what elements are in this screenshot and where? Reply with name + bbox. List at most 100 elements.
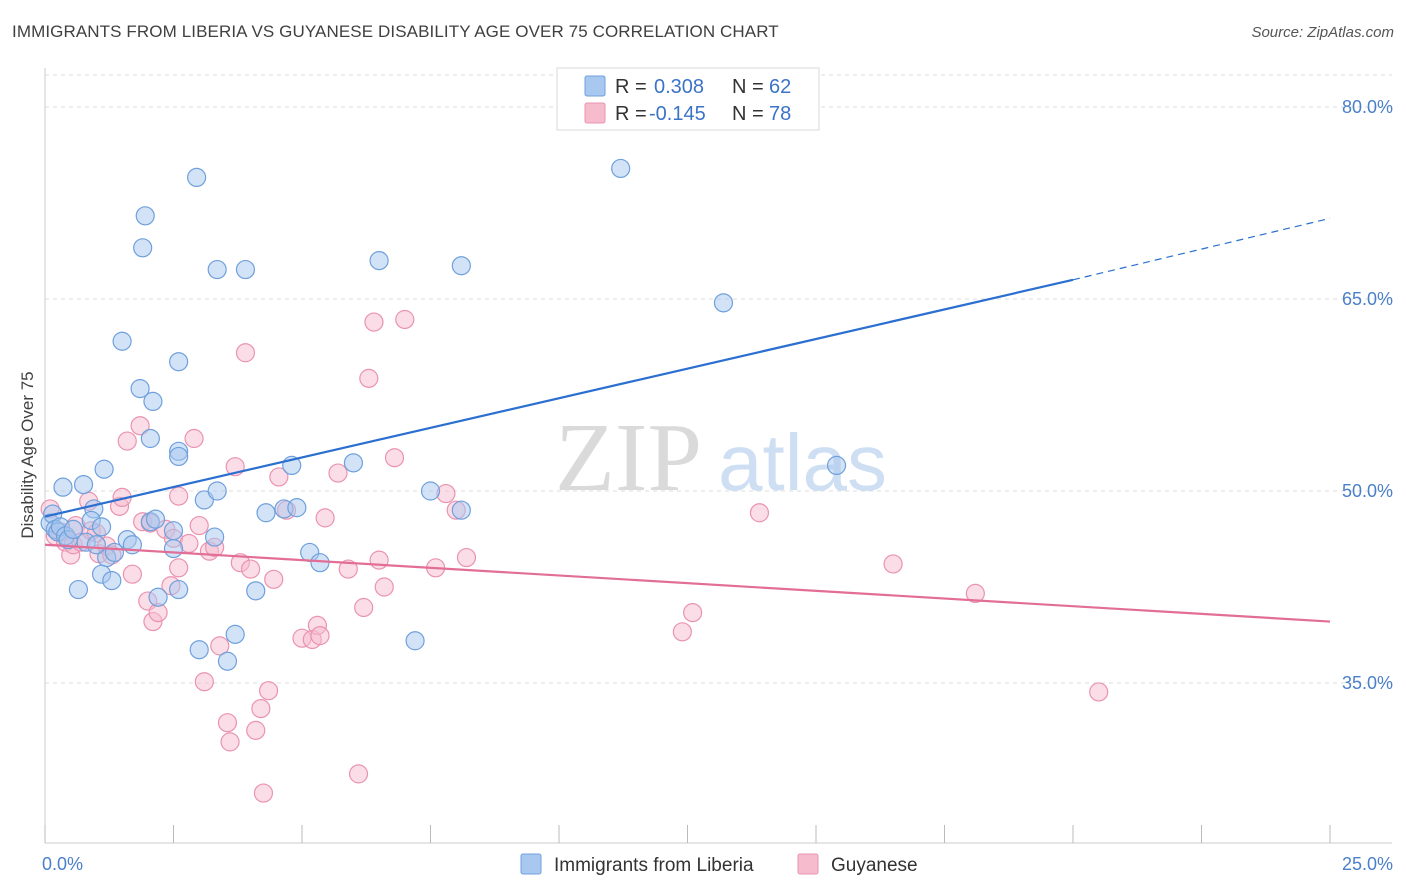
liberia-point: [310, 553, 330, 573]
guyanese-point: [194, 672, 214, 692]
liberia-point: [163, 538, 184, 559]
liberia-point: [205, 527, 225, 547]
guyanese-point: [395, 309, 415, 330]
guyanese-point: [683, 602, 703, 623]
guyanese-point: [315, 508, 335, 528]
guyanese-point: [672, 622, 692, 642]
y-tick-label: 65.0%: [1342, 289, 1393, 309]
x-tick-label: 25.0%: [1342, 854, 1393, 874]
bottom-legend: Immigrants from Liberia Guyanese: [520, 853, 918, 876]
liberia-point: [169, 352, 189, 372]
guyanese-point: [374, 577, 394, 597]
liberia-point: [68, 579, 89, 600]
liberia-point: [169, 579, 189, 600]
guyanese-point: [210, 636, 230, 656]
y-axis-title: Disability Age Over 75: [18, 371, 37, 538]
liberia-point: [256, 503, 276, 523]
guyanese-point: [251, 698, 271, 719]
y-tick-label: 35.0%: [1342, 673, 1393, 693]
y-tick-label: 50.0%: [1342, 481, 1393, 501]
legend-n-label-guyanese: N =: [732, 103, 764, 125]
guyanese-point: [354, 597, 374, 618]
guyanese-point: [965, 583, 985, 604]
watermark-atlas: atlas: [718, 418, 887, 507]
guyanese-point: [217, 713, 238, 733]
liberia-point: [187, 167, 207, 187]
liberia-point: [207, 481, 227, 501]
liberia-point: [405, 631, 425, 651]
liberia-point: [246, 581, 266, 601]
liberia-point: [420, 481, 441, 501]
liberia-point: [169, 446, 189, 467]
liberia-point: [112, 331, 132, 351]
liberia-point: [451, 500, 471, 520]
bottom-legend-label-guyanese: Guyanese: [831, 855, 918, 876]
liberia-point: [611, 158, 631, 179]
liberia-trend-extension: [1072, 217, 1331, 281]
guyanese-point: [220, 732, 240, 752]
guyanese-point: [264, 569, 284, 589]
liberia-point: [235, 259, 256, 280]
liberia-point: [148, 587, 168, 607]
guyanese-point: [338, 559, 358, 579]
guyanese-point: [328, 463, 348, 483]
guyanese-point: [241, 559, 261, 579]
liberia-point: [91, 517, 112, 537]
liberia-point: [102, 570, 122, 591]
liberia-point: [369, 251, 389, 271]
liberia-point: [94, 459, 114, 479]
legend-swatch-liberia: [584, 75, 606, 97]
legend-box: R = 0.308 N = 62 R = -0.145 N = 78: [556, 67, 820, 131]
y-tick-labels: 35.0% 50.0% 65.0% 80.0%: [1342, 97, 1393, 693]
legend-n-value-guyanese: 78: [769, 103, 791, 125]
legend-n-value-liberia: 62: [769, 76, 791, 98]
liberia-point: [140, 428, 160, 449]
guyanese-point: [369, 550, 389, 570]
y-tick-label: 80.0%: [1342, 97, 1393, 117]
liberia-point: [287, 498, 307, 518]
liberia-point: [63, 519, 83, 540]
guyanese-point: [269, 467, 289, 487]
liberia-points: [40, 158, 847, 671]
liberia-point: [343, 453, 363, 473]
guyanese-point: [130, 416, 150, 436]
guyanese-point: [184, 428, 204, 449]
legend-n-label-liberia: N =: [732, 76, 764, 98]
liberia-point: [53, 477, 73, 497]
liberia-point: [713, 293, 734, 313]
liberia-point: [225, 624, 245, 644]
guyanese-point: [883, 554, 903, 574]
guyanese-point: [310, 626, 330, 646]
legend-r-label-liberia: R =: [615, 76, 647, 98]
liberia-point: [86, 535, 107, 555]
guyanese-point: [456, 547, 477, 568]
liberia-point: [145, 509, 166, 529]
liberia-point: [189, 640, 209, 660]
watermark: ZIP atlas: [555, 404, 887, 512]
bottom-legend-label-liberia: Immigrants from Liberia: [554, 855, 754, 876]
liberia-point: [207, 259, 227, 280]
guyanese-point: [359, 368, 379, 388]
guyanese-point: [1089, 682, 1109, 702]
liberia-point: [451, 256, 471, 276]
watermark-zip: ZIP: [555, 404, 702, 512]
guyanese-points: [40, 309, 1109, 803]
guyanese-point: [189, 515, 209, 536]
chart-title: IMMIGRANTS FROM LIBERIA VS GUYANESE DISA…: [12, 22, 779, 41]
bottom-legend-swatch-guyanese: [797, 853, 819, 875]
liberia-point: [130, 379, 150, 399]
legend-r-label-guyanese: R =: [615, 103, 647, 125]
guyanese-point: [122, 564, 142, 584]
guyanese-point: [384, 448, 405, 468]
guyanese-point: [749, 503, 770, 523]
axes: [44, 68, 1392, 844]
legend-swatch-guyanese: [584, 102, 606, 124]
liberia-point: [217, 651, 238, 671]
guyanese-point: [169, 486, 189, 506]
bottom-legend-swatch-liberia: [520, 853, 542, 875]
liberia-point: [826, 455, 847, 475]
guyanese-point: [117, 431, 137, 451]
liberia-point: [135, 206, 155, 226]
source-label: Source: ZipAtlas.com: [1251, 24, 1394, 41]
